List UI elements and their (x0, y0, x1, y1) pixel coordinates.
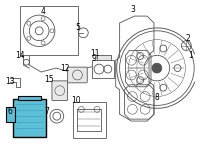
Text: 15: 15 (44, 75, 54, 84)
FancyBboxPatch shape (6, 107, 15, 122)
Text: 10: 10 (72, 96, 81, 105)
Text: 4: 4 (41, 7, 46, 16)
FancyBboxPatch shape (97, 55, 111, 69)
Circle shape (152, 63, 162, 73)
Text: 2: 2 (186, 34, 191, 43)
Text: 5: 5 (75, 23, 80, 32)
FancyBboxPatch shape (92, 60, 114, 78)
Text: 1: 1 (188, 51, 193, 60)
FancyBboxPatch shape (18, 96, 41, 101)
FancyBboxPatch shape (68, 67, 87, 83)
Text: 14: 14 (15, 51, 24, 60)
Text: 13: 13 (5, 77, 15, 86)
FancyBboxPatch shape (13, 99, 46, 137)
FancyBboxPatch shape (73, 102, 106, 138)
Text: 3: 3 (130, 5, 135, 14)
FancyBboxPatch shape (20, 6, 78, 55)
Text: 11: 11 (90, 49, 100, 58)
Text: 9: 9 (92, 54, 97, 63)
Text: 12: 12 (60, 64, 69, 73)
Text: 7: 7 (45, 107, 49, 116)
Text: 6: 6 (7, 107, 12, 116)
Text: 8: 8 (155, 93, 159, 102)
FancyBboxPatch shape (52, 81, 68, 101)
